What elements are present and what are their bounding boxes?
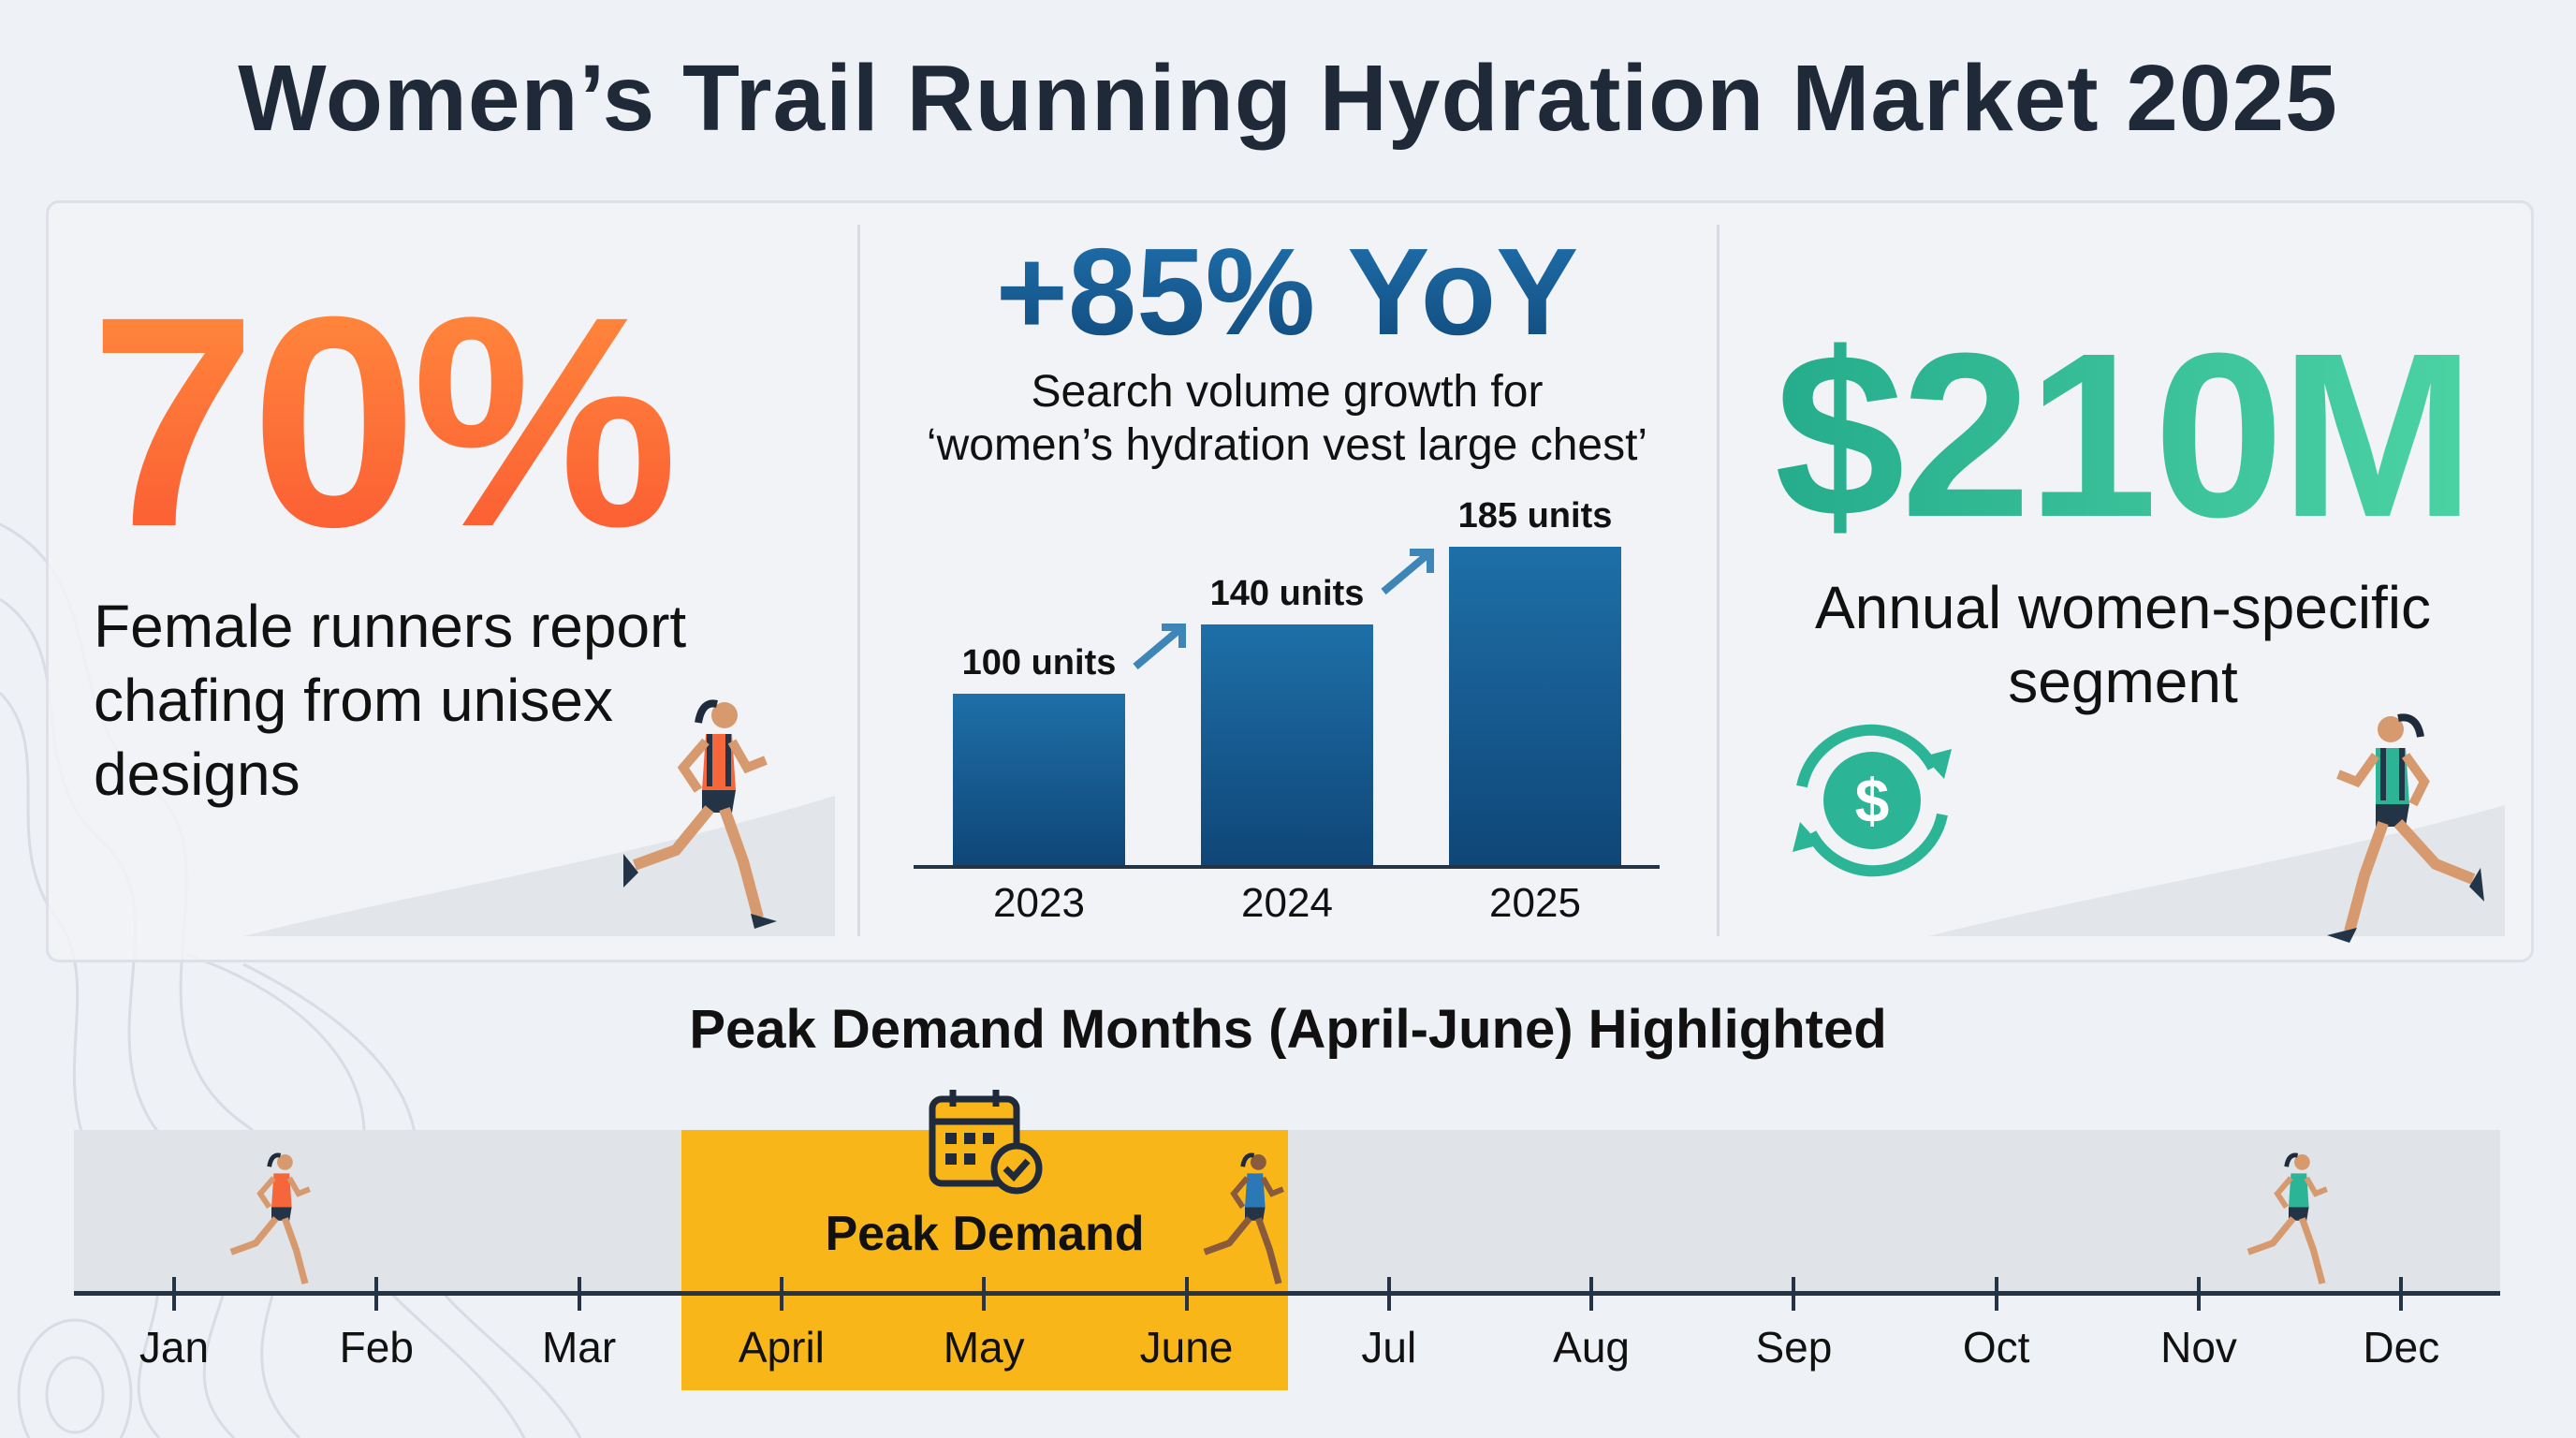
bar-category-label: 2025 xyxy=(1489,880,1581,926)
month-tick xyxy=(1184,1277,1189,1311)
runner-orange-icon xyxy=(623,699,777,929)
month-tick xyxy=(374,1277,379,1311)
chart-baseline xyxy=(914,865,1660,869)
page-title: Women’s Trail Running Hydration Market 2… xyxy=(238,46,2338,151)
month-label-april: April xyxy=(738,1323,825,1372)
month-label-jul: Jul xyxy=(1361,1323,1417,1372)
search-growth-value: +85% YoY xyxy=(857,230,1717,354)
caption-line-1: Search volume growth for xyxy=(1031,367,1544,417)
runner-teal-icon xyxy=(2327,713,2484,943)
month-label-feb: Feb xyxy=(339,1323,414,1372)
bar-2023 xyxy=(953,693,1125,866)
month-tick xyxy=(172,1277,176,1311)
hill-shape xyxy=(243,796,835,936)
svg-text:$: $ xyxy=(1855,766,1890,835)
chafing-stat-value: 70% xyxy=(90,254,678,589)
caption-line-2: ‘women’s hydration vest large chest’ xyxy=(926,420,1648,470)
bar-category-label: 2023 xyxy=(993,880,1085,926)
month-label-dec: Dec xyxy=(2363,1323,2440,1372)
month-tick xyxy=(2399,1277,2404,1311)
timeline-title: Peak Demand Months (April-June) Highligh… xyxy=(689,999,1887,1060)
month-tick xyxy=(1994,1277,1998,1311)
growth-arrow-icon xyxy=(1381,549,1434,595)
peak-demand-label: Peak Demand xyxy=(825,1207,1145,1261)
calendar-check-icon xyxy=(929,1090,1043,1195)
bar-value-label: 100 units xyxy=(961,642,1117,682)
bar-value-label: 185 units xyxy=(1457,496,1613,536)
month-label-mar: Mar xyxy=(541,1323,617,1372)
divider xyxy=(1717,225,1720,936)
dollar-cycle-icon: $ xyxy=(1793,724,1952,877)
runner-teal-icon xyxy=(2247,1152,2328,1284)
month-tick xyxy=(2197,1277,2201,1311)
timeline-axis xyxy=(74,1291,2500,1296)
month-tick xyxy=(577,1277,581,1311)
bar-category-label: 2024 xyxy=(1241,880,1333,926)
segment-caption: Annual women-specific segment xyxy=(1814,574,2432,715)
month-label-jan: Jan xyxy=(139,1323,210,1372)
bar-value-label: 140 units xyxy=(1209,573,1365,613)
month-label-sep: Sep xyxy=(1755,1323,1833,1372)
bar-2025 xyxy=(1449,547,1621,866)
bar-2024 xyxy=(1201,624,1373,866)
month-label-may: May xyxy=(943,1323,1025,1372)
runner-blue-icon xyxy=(1203,1152,1284,1284)
growth-arrow-icon xyxy=(1133,624,1186,670)
month-label-nov: Nov xyxy=(2160,1323,2237,1372)
month-label-june: June xyxy=(1139,1323,1234,1372)
month-tick xyxy=(982,1277,987,1311)
month-tick xyxy=(779,1277,783,1311)
month-label-aug: Aug xyxy=(1553,1323,1631,1372)
chafing-stat-caption: Female runners report chafing from unise… xyxy=(94,593,687,808)
search-growth-caption: Search volume growth for ‘women’s hydrat… xyxy=(857,365,1717,472)
segment-value: $210M xyxy=(1717,318,2529,552)
month-tick xyxy=(1589,1277,1594,1311)
month-tick xyxy=(1386,1277,1391,1311)
month-tick xyxy=(1792,1277,1796,1311)
runner-orange-icon xyxy=(229,1152,311,1284)
divider xyxy=(857,225,860,936)
month-label-oct: Oct xyxy=(1962,1323,2030,1372)
